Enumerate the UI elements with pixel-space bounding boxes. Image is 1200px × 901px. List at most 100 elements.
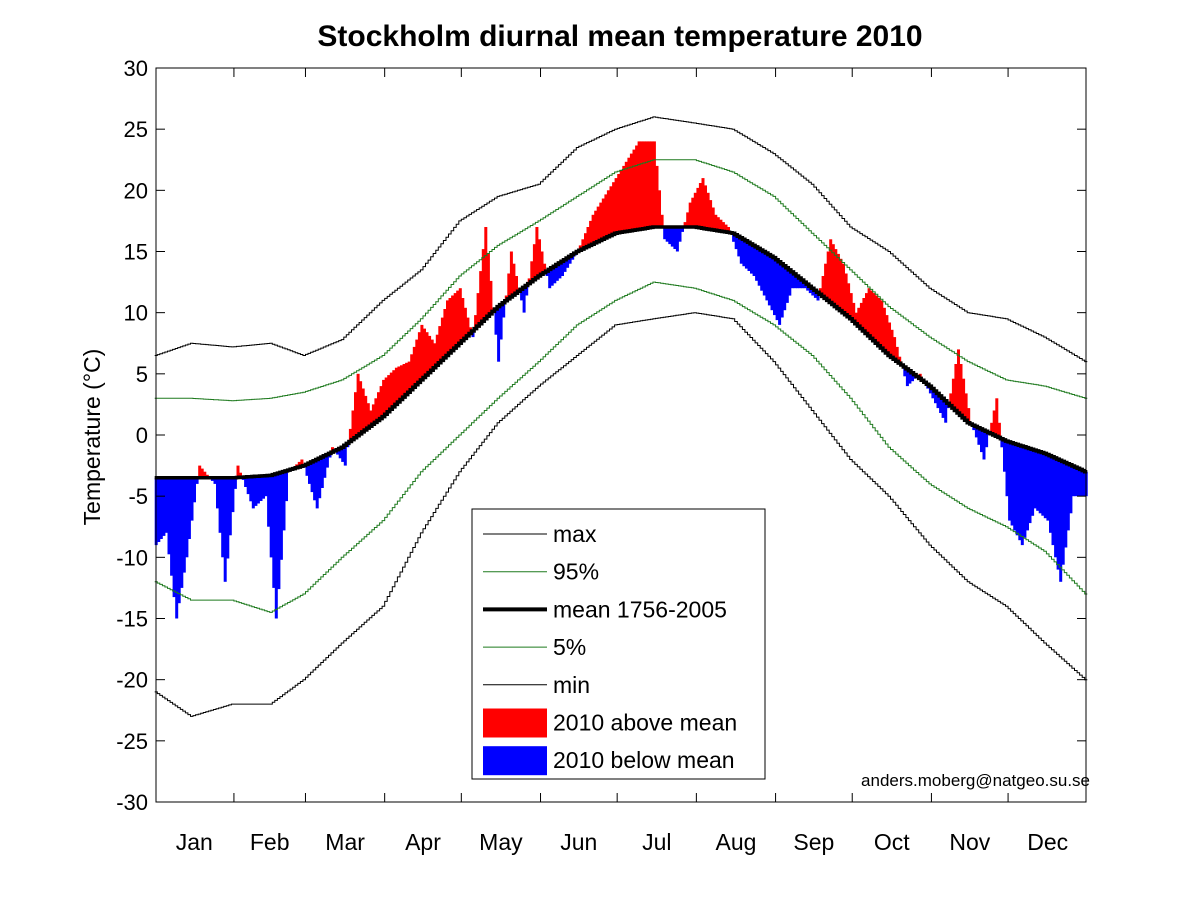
anomaly-above-bar [642,141,646,229]
anomaly-above-bar [407,361,411,393]
anomaly-above-bar [721,222,725,232]
anomaly-below-bar [1059,460,1063,582]
anomaly-below-bar [193,477,196,503]
anomaly-below-bar [553,266,557,284]
series-line-p5 [154,281,1088,613]
anomaly-above-bar [581,239,585,250]
anomaly-below-bar [750,243,753,274]
anomaly-below-bar [783,265,787,311]
anomaly-below-bar [1015,444,1019,536]
anomaly-below-bar [185,477,189,558]
anomaly-below-bar [798,278,802,289]
anomaly-above-bar [612,182,616,235]
anomaly-above-bar [435,334,439,366]
anomaly-below-bar [762,251,766,296]
anomaly-below-bar [167,477,171,555]
x-tick-label: Nov [949,829,990,855]
anomaly-above-bar [606,190,610,237]
anomaly-below-bar [180,477,184,588]
anomaly-below-bar [175,477,179,619]
anomaly-above-bar [954,364,958,411]
anomaly-below-bar [563,259,567,272]
anomaly-below-bar [1008,441,1012,521]
anomaly-below-bar [218,477,222,533]
anomaly-below-bar [796,276,799,289]
anomaly-below-bar [801,280,805,289]
anomaly-below-bar [785,267,789,303]
anomaly-above-bar [430,339,434,371]
anomaly-below-bar [760,250,764,291]
y-tick-label: 5 [136,362,148,387]
anomaly-above-bar [428,335,432,373]
anomaly-above-bar [402,364,406,397]
anomaly-above-bar [637,141,641,230]
anomaly-above-bar [658,190,661,227]
anomaly-below-bar [305,464,309,476]
anomaly-below-bar [279,472,283,560]
anomaly-above-bar [834,249,838,307]
anomaly-below-bar [285,470,288,502]
anomaly-above-bar [300,459,304,467]
anomaly-above-bar [967,408,971,423]
anomaly-below-bar [757,248,761,286]
anomaly-above-bar [652,141,656,227]
anomaly-below-bar [246,476,250,495]
anomaly-above-bar [821,276,825,297]
anomaly-above-bar [484,227,488,319]
anomaly-below-bar [318,458,322,499]
anomaly-above-bar [397,366,401,402]
anomaly-above-bar [632,149,636,231]
anomaly-below-bar [182,477,186,573]
anomaly-below-bar [765,253,769,301]
anomaly-below-bar [1026,447,1029,531]
anomaly-above-bar [686,212,690,228]
anomaly-below-bar [494,309,498,335]
anomaly-below-bar [1005,441,1009,497]
anomaly-above-bar [586,227,590,247]
anomaly-below-bar [1049,455,1052,533]
anomaly-above-bar [384,377,388,415]
anomaly-above-bar [433,343,437,368]
anomaly-below-bar [767,254,771,306]
anomaly-below-bar [775,259,779,321]
anomaly-below-bar [1056,459,1060,570]
anomaly-above-bar [466,317,470,336]
anomaly-above-bar [622,165,626,232]
x-tick-label: Oct [874,829,910,855]
anomaly-above-bar [451,295,455,351]
anomaly-above-bar [875,295,879,344]
anomaly-below-bar [1010,442,1014,526]
anomaly-below-bar [164,477,168,533]
anomaly-below-bar [499,304,503,340]
series-line-p95 [154,159,1088,402]
anomaly-above-bar [645,141,649,229]
legend-label-below: 2010 below mean [553,747,735,773]
legend-label-mean: mean 1756-2005 [553,596,727,622]
anomaly-above-bar [964,393,968,421]
anomaly-below-bar [221,477,225,558]
anomaly-above-bar [361,388,365,432]
anomaly-below-bar [1003,439,1006,472]
anomaly-below-bar [739,237,743,264]
anomaly-above-bar [584,233,587,248]
credit-text: anders.moberg@natgeo.su.se [861,771,1090,790]
anomaly-above-bar [693,192,697,228]
anomaly-above-bar [369,410,373,427]
anomaly-below-bar [190,477,194,521]
anomaly-below-bar [170,477,174,576]
y-tick-label: -5 [128,484,148,509]
x-tick-label: Jul [642,829,671,855]
anomaly-above-bar [990,422,994,434]
anomaly-below-bar [903,367,907,377]
anomaly-above-bar [474,315,478,329]
anomaly-below-bar [670,227,674,247]
anomaly-below-bar [737,236,741,257]
anomaly-above-bar [885,315,889,353]
anomaly-above-bar [456,290,460,346]
anomaly-above-bar [198,465,202,478]
anomaly-above-bar [425,332,429,375]
anomaly-above-bar [865,293,868,334]
series-line-max [154,116,1088,363]
anomaly-below-bar [668,227,672,245]
legend-label-p5: 5% [553,634,586,660]
